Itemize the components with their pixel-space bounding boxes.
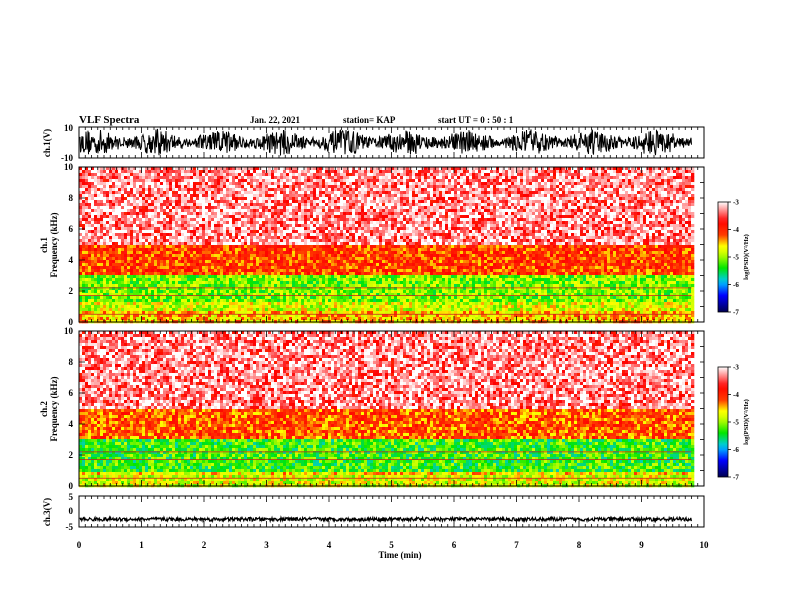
ch2-colorbar: -3 -4 -5 -6 -7 log(PSD)(V²/Hz) <box>718 364 750 482</box>
colorbar-tick-label: -7 <box>733 309 739 317</box>
ch3-waveform-panel: 5 0 -5 ch.3(V) <box>42 492 704 532</box>
freq-tick-label: 4 <box>69 255 74 265</box>
colorbar-tick-label: -5 <box>733 254 739 262</box>
freq-tick-label: 2 <box>69 450 74 460</box>
freq-tick-label: 8 <box>69 193 74 203</box>
time-tick-label: 2 <box>202 540 207 550</box>
ch1-spec-ylabel-channel: ch.1 <box>39 237 49 253</box>
colorbar-tick-label: -5 <box>733 419 739 427</box>
station-label: station= KAP <box>343 115 396 125</box>
time-tick-label: 6 <box>452 540 457 550</box>
ch1-ylabel: ch.1(V) <box>42 129 52 157</box>
ch1-ytick-top: 10 <box>64 123 74 133</box>
time-axis-tick-labels: 0 1 2 3 4 5 6 7 8 9 10 <box>77 540 709 550</box>
time-tick-label: 3 <box>264 540 269 550</box>
ch2-colorbar-label: log(PSD)(V²/Hz) <box>743 399 750 445</box>
time-tick-label: 0 <box>77 540 82 550</box>
ch1-waveform-line <box>80 129 692 156</box>
time-tick-label: 5 <box>389 540 394 550</box>
freq-tick-label: 0 <box>69 481 74 491</box>
freq-tick-label: 8 <box>69 357 74 367</box>
colorbar-tick-label: -3 <box>733 364 739 372</box>
ch3-ytick-bottom: -5 <box>66 522 74 532</box>
ch3-waveform-line <box>80 517 691 521</box>
ch1-spectrogram-image <box>79 167 694 323</box>
freq-tick-label: 2 <box>69 286 74 296</box>
freq-tick-label: 4 <box>69 419 74 429</box>
figure-title: VLF Spectra <box>79 114 140 126</box>
freq-tick-label: 10 <box>64 162 74 172</box>
ch1-colorbar-ticks: -3 -4 -5 -6 -7 <box>728 199 739 317</box>
vlf-spectra-figure: VLF Spectra Jan. 22, 2021 station= KAP s… <box>0 0 792 612</box>
colorbar-tick-label: -3 <box>733 199 739 207</box>
ch1-colorbar-label: log(PSD)(V²/Hz) <box>743 234 750 280</box>
time-tick-label: 1 <box>139 540 144 550</box>
time-tick-label: 8 <box>577 540 582 550</box>
time-tick-label: 7 <box>514 540 519 550</box>
ch1-waveform-trace <box>80 129 692 156</box>
time-tick-label: 4 <box>327 540 332 550</box>
freq-tick-label: 10 <box>64 326 74 336</box>
ch3-waveform-trace <box>80 517 691 521</box>
ch3-x-ticks <box>79 496 704 527</box>
date-label: Jan. 22, 2021 <box>250 115 301 125</box>
start-ut-label: start UT = 0 : 50 : 1 <box>438 115 514 125</box>
ch2-spectrogram-panel: 0 2 4 6 8 10 ch.2 Frequency (kHz) <box>39 326 704 491</box>
ch2-colorbar-gradient <box>718 367 728 477</box>
ch1-colorbar: -3 -4 -5 -6 -7 log(PSD)(V²/Hz) <box>718 199 750 317</box>
colorbar-tick-label: -6 <box>733 446 739 454</box>
ch2-spec-ylabel-frequency: Frequency (kHz) <box>49 376 59 441</box>
ch1-waveform-panel: 10 -10 ch.1(V) <box>42 123 704 163</box>
freq-tick-label: 6 <box>69 224 74 234</box>
ch3-ytick-mid: 0 <box>69 506 74 516</box>
ch1-spec-ylabel-frequency: Frequency (kHz) <box>49 212 59 277</box>
ch2-spec-ylabel-channel: ch.2 <box>39 401 49 417</box>
colorbar-tick-label: -4 <box>733 226 739 234</box>
freq-tick-label: 6 <box>69 388 74 398</box>
ch2-spectrogram-image <box>79 331 694 487</box>
time-axis-label: Time (min) <box>378 550 421 560</box>
time-tick-label: 9 <box>639 540 644 550</box>
colorbar-tick-label: -6 <box>733 281 739 289</box>
ch1-colorbar-gradient <box>718 202 728 312</box>
colorbar-tick-label: -7 <box>733 474 739 482</box>
ch3-ylabel: ch.3(V) <box>42 498 52 526</box>
ch2-colorbar-ticks: -3 -4 -5 -6 -7 <box>728 364 739 482</box>
time-tick-label: 10 <box>700 540 710 550</box>
ch3-ytick-top: 5 <box>69 492 74 502</box>
colorbar-tick-label: -4 <box>733 391 739 399</box>
